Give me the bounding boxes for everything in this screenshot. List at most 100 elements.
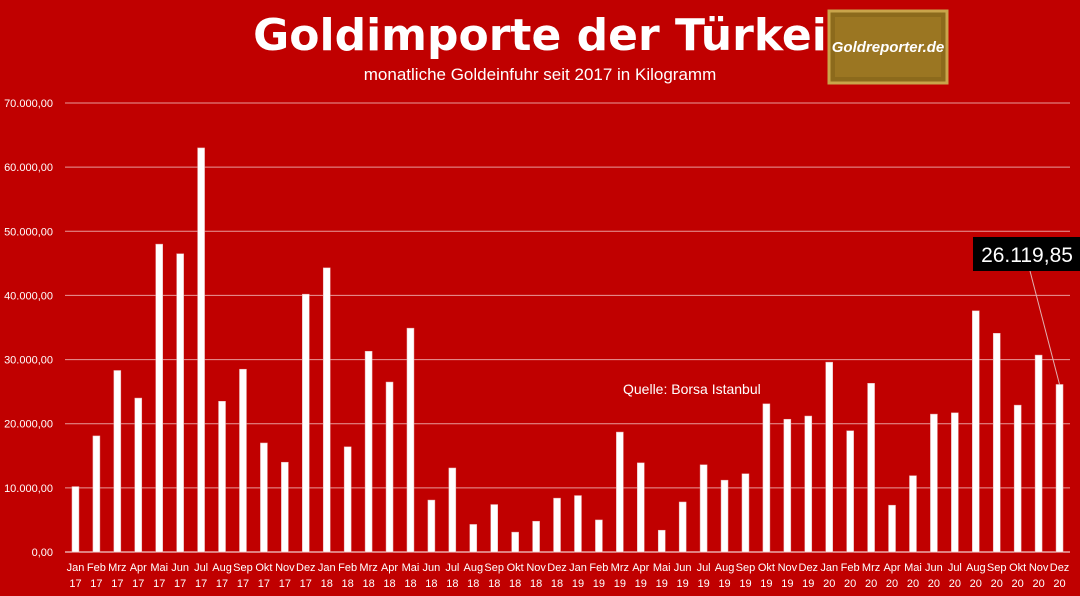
bar [469,524,478,553]
x-tick-month: Apr [130,562,147,574]
bar [176,253,184,553]
x-tick-year: 19 [718,578,730,590]
x-tick-month: Mrz [611,562,629,574]
x-tick-year: 20 [907,578,919,590]
x-tick-year: 20 [991,578,1003,590]
bar [930,413,938,553]
x-tick-year: 19 [614,578,626,590]
y-tick-label: 0,00 [32,547,53,559]
bar [992,333,1001,553]
x-tick-month: Jul [948,562,962,574]
y-tick-label: 40.000,00 [4,290,53,302]
x-tick-month: Aug [966,562,986,574]
x-tick-month: Mai [150,562,168,574]
bar [637,462,645,553]
x-tick-month: Jun [171,562,189,574]
x-tick-month: Jun [674,562,692,574]
x-tick-year: 20 [1053,578,1065,590]
bar [343,446,352,553]
bar [762,403,771,553]
x-tick-month: Mrz [862,562,880,574]
bar [825,361,833,553]
x-tick-month: Jul [194,562,208,574]
x-tick-year: 18 [488,578,500,590]
x-tick-month: Nov [526,562,546,574]
x-tick-month: Sep [736,562,756,574]
bar [532,520,540,553]
x-tick-year: 18 [342,578,354,590]
x-tick-year: 17 [237,578,249,590]
bar [657,529,666,553]
bar [385,381,394,553]
bar [1013,404,1022,553]
x-tick-month: Apr [632,562,649,574]
bar [134,397,143,553]
x-tick-year: 18 [467,578,479,590]
bar [239,368,247,553]
x-tick-month: Okt [507,562,524,574]
bar [595,519,603,553]
x-tick-year: 19 [781,578,793,590]
y-tick-label: 10.000,00 [4,483,53,495]
x-tick-year: 20 [970,578,982,590]
bar [511,531,519,553]
chart-title: Goldimporte der Türkei [253,10,827,61]
x-tick-year: 20 [1032,578,1044,590]
bar [678,501,687,553]
bar [490,504,498,553]
bar [741,473,750,553]
x-tick-year: 17 [195,578,207,590]
x-tick-month: Dez [547,562,567,574]
x-tick-year: 19 [572,578,584,590]
x-tick-month: Aug [212,562,232,574]
x-tick-year: 18 [321,578,333,590]
x-tick-month: Mai [653,562,671,574]
x-tick-year: 18 [362,578,374,590]
bar [71,486,80,553]
x-tick-year: 19 [802,578,814,590]
x-tick-year: 18 [383,578,395,590]
callout-box [973,237,1080,271]
x-tick-year: 18 [530,578,542,590]
x-tick-month: Sep [987,562,1007,574]
x-tick-month: Feb [338,562,357,574]
x-tick-month: Nov [1029,562,1049,574]
x-tick-month: Jan [569,562,587,574]
bars [71,147,1064,553]
bar [553,497,561,553]
bar [699,464,708,553]
x-tick-month: Feb [87,562,106,574]
x-tick-year: 20 [844,578,856,590]
x-tick-month: Aug [463,562,483,574]
x-tick-year: 20 [823,578,835,590]
bar [260,442,268,553]
gridlines [65,102,1070,553]
x-tick-year: 20 [865,578,877,590]
x-tick-year: 17 [90,578,102,590]
x-tick-month: Nov [275,562,295,574]
y-tick-label: 20.000,00 [4,419,53,431]
x-tick-year: 18 [446,578,458,590]
x-tick-month: Jul [697,562,711,574]
chart-subtitle: monatliche Goldeinfuhr seit 2017 in Kilo… [364,65,716,84]
x-tick-month: Jun [423,562,441,574]
y-tick-label: 30.000,00 [4,355,53,367]
x-tick-year: 17 [69,578,81,590]
bar [1034,354,1043,553]
x-tick-month: Jun [925,562,943,574]
x-tick-year: 19 [635,578,647,590]
bar [783,418,792,553]
bar [951,412,959,553]
bar [888,504,896,553]
x-tick-month: Dez [1050,562,1070,574]
y-tick-label: 70.000,00 [4,98,53,110]
x-tick-month: Apr [381,562,398,574]
x-tick-month: Aug [715,562,735,574]
callout-leader-line [1029,270,1061,385]
x-tick-month: Nov [778,562,798,574]
x-tick-month: Okt [255,562,272,574]
x-tick-year: 17 [174,578,186,590]
x-tick-year: 20 [949,578,961,590]
x-tick-year: 18 [509,578,521,590]
goldreporter-logo: Goldreporter.de [827,9,949,85]
